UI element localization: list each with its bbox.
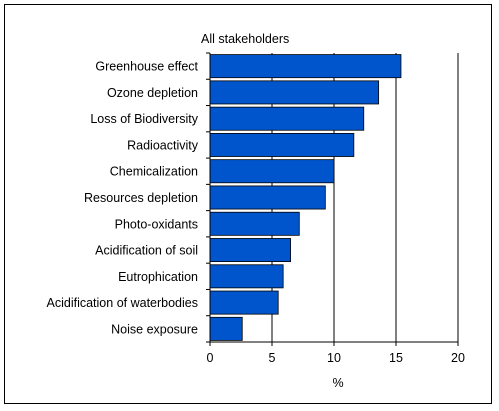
- x-axis-label: %: [332, 376, 343, 390]
- category-label-8: Eutrophication: [118, 270, 198, 284]
- bar-1: [209, 80, 380, 105]
- bar-8: [209, 264, 284, 289]
- bar-10: [209, 316, 243, 341]
- category-label-5: Resources depletion: [84, 191, 198, 205]
- x-tick-label-4: 20: [451, 351, 465, 365]
- x-tick-label-0: 0: [207, 351, 214, 365]
- category-label-2: Loss of Biodiversity: [90, 112, 198, 126]
- x-tick-label-3: 15: [389, 351, 403, 365]
- bar-0: [209, 54, 402, 79]
- category-label-4: Chemicalization: [110, 165, 198, 179]
- bar-3: [209, 132, 355, 157]
- bar-2: [209, 106, 365, 131]
- category-label-9: Acidification of waterbodies: [47, 296, 198, 310]
- category-label-10: Noise exposure: [111, 322, 198, 336]
- x-tick-label-2: 10: [327, 351, 341, 365]
- axis-layer: [206, 52, 459, 346]
- category-labels: Greenhouse effect Ozone depletion Loss of …: [47, 60, 199, 337]
- category-label-7: Acidification of soil: [95, 244, 198, 258]
- category-label-6: Photo-oxidants: [115, 217, 198, 231]
- bar-5: [209, 185, 326, 210]
- bar-4: [209, 159, 335, 184]
- bar-9: [209, 290, 279, 315]
- category-label-0: Greenhouse effect: [95, 60, 198, 74]
- bar-6: [209, 211, 300, 236]
- x-tick-label-1: 5: [269, 351, 276, 365]
- bar-7: [209, 238, 291, 263]
- bars-layer: [209, 54, 402, 341]
- chart-title: All stakeholders: [201, 32, 289, 46]
- category-label-3: Radioactivity: [127, 138, 199, 152]
- category-label-1: Ozone depletion: [107, 86, 198, 100]
- x-tick-labels: 0 5 10 15 20: [207, 351, 465, 365]
